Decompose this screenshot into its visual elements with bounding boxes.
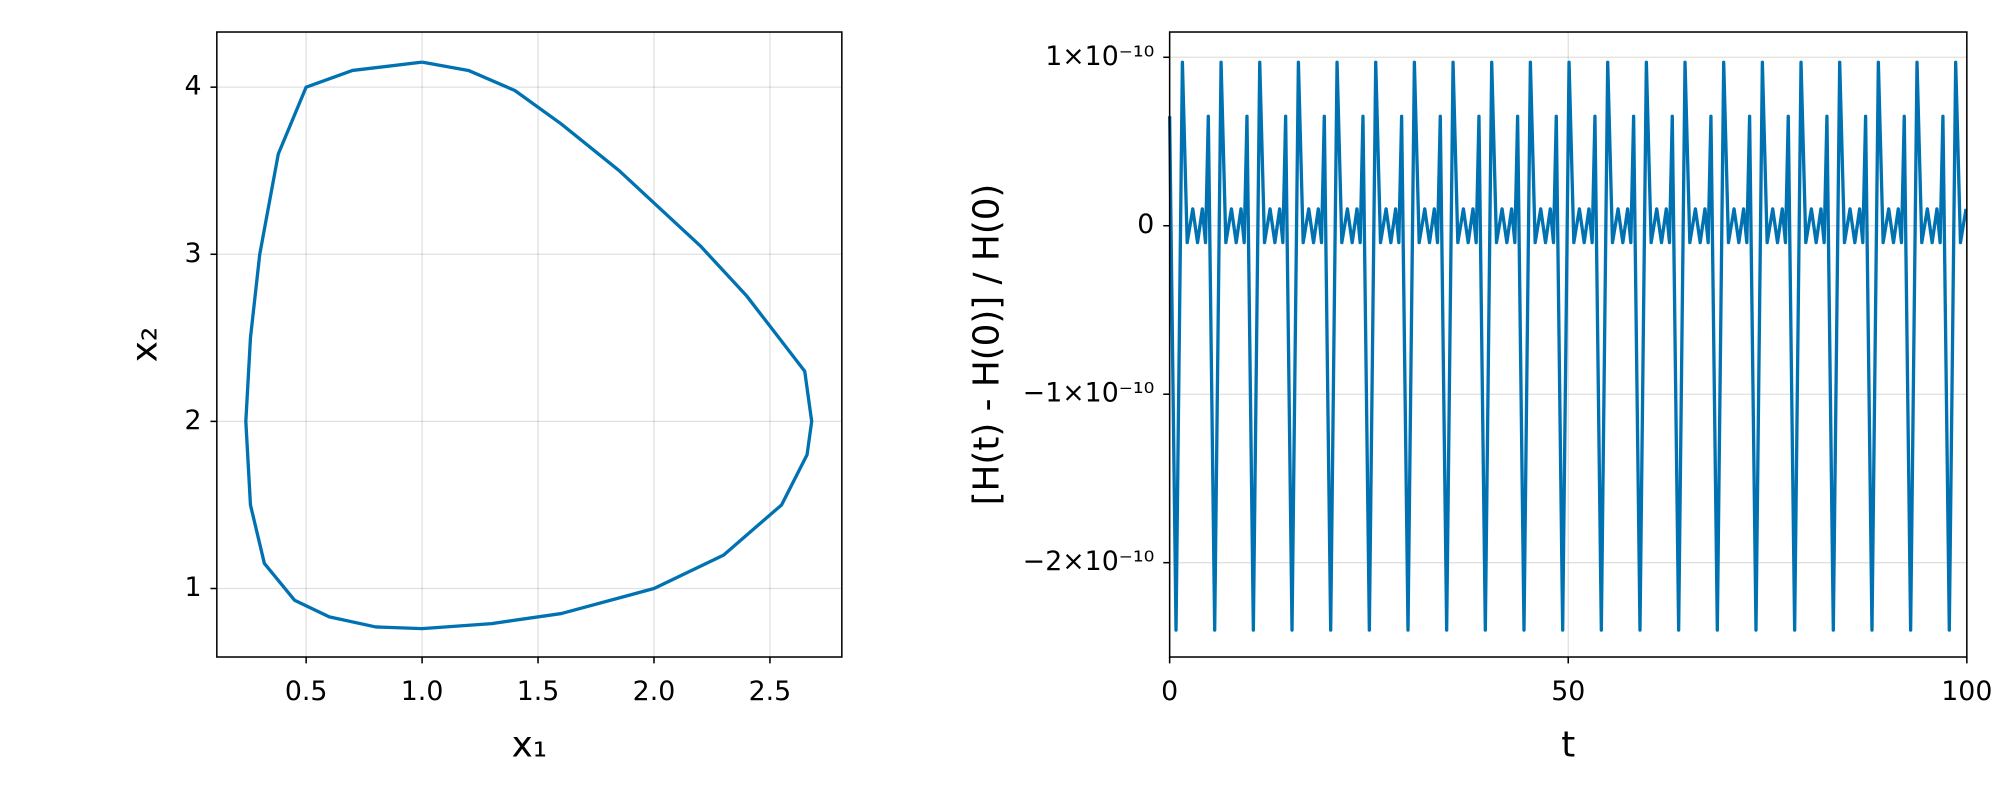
y-tick-label: −1×10⁻¹⁰ (1023, 378, 1155, 409)
x-tick-label: 2.0 (633, 676, 676, 707)
y-tick-label: −2×10⁻¹⁰ (1023, 546, 1155, 577)
x-tick-label: 1.0 (401, 676, 444, 707)
y-tick-label: 4 (184, 71, 201, 102)
x-tick-label: 100 (1941, 676, 1992, 707)
x-axis-label: t (1561, 724, 1575, 765)
x-tick-label: 2.5 (749, 676, 792, 707)
data-line (244, 60, 814, 631)
y-tick-label: 2 (184, 405, 201, 436)
plot-frame (216, 31, 843, 658)
x-axis-label: x₁ (512, 724, 547, 765)
y-tick-label: 1×10⁻¹⁰ (1045, 41, 1154, 72)
y-axis-label: x₂ (125, 327, 166, 362)
data-line (1167, 60, 1968, 632)
plot-frame (1168, 31, 1968, 658)
x-tick-label: 0 (1161, 676, 1178, 707)
y-axis-label: [H(t) - H(0)] / H(0) (967, 184, 1008, 506)
y-tick-label: 3 (184, 238, 201, 269)
y-tick-label: 1 (184, 572, 201, 603)
x-tick-label: 50 (1551, 676, 1585, 707)
x-tick-label: 1.5 (517, 676, 560, 707)
x-tick-label: 0.5 (285, 676, 328, 707)
y-tick-label: 0 (1137, 209, 1154, 240)
